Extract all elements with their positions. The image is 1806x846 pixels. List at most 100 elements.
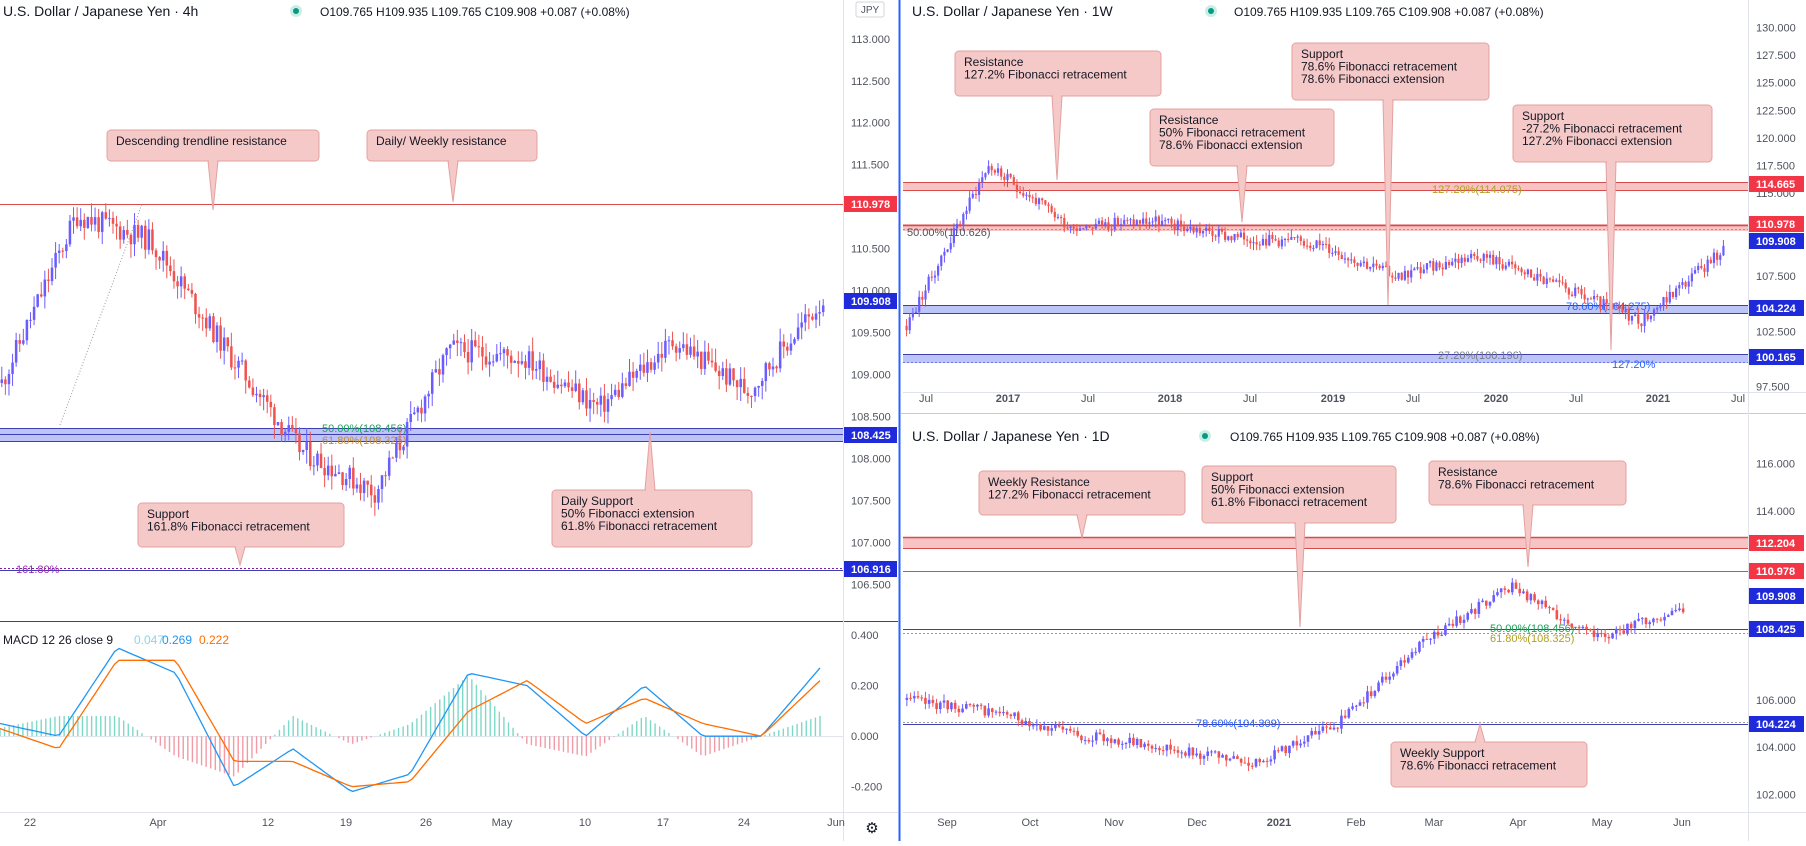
candle (1603, 633, 1607, 637)
fib-label: 161.80% (16, 564, 60, 576)
candle (1211, 231, 1214, 236)
candle (1274, 239, 1277, 241)
candle (1151, 221, 1154, 223)
price-badge-d1[interactable]: 109.908 (1749, 588, 1804, 604)
candle (1703, 268, 1706, 272)
trendline[interactable] (59, 203, 143, 426)
candle (1347, 258, 1350, 261)
candle (1057, 724, 1061, 727)
price-tick-w1: 130.000 (1756, 23, 1796, 35)
price-badge-d1[interactable]: 104.224 (1749, 716, 1804, 732)
annotation-callout-w1[interactable]: Support-27.2% Fibonacci retracement127.2… (1512, 104, 1713, 351)
candle (1109, 738, 1113, 743)
resistance-zone[interactable] (903, 182, 1748, 191)
candle (1460, 257, 1463, 264)
svg-text:104.224: 104.224 (1756, 719, 1797, 731)
currency-badge[interactable]: JPY (855, 1, 885, 18)
candle (1544, 600, 1548, 608)
candle (330, 465, 334, 477)
time-tick-d1: 2021 (1267, 817, 1291, 829)
price-badge-h4[interactable]: 109.908 (844, 293, 897, 309)
candle (179, 276, 183, 287)
candle (1314, 730, 1317, 735)
price-badge-w1[interactable]: 110.978 (1749, 216, 1804, 232)
candle (1239, 758, 1243, 763)
candle (1356, 263, 1359, 266)
price-badge-d1[interactable]: 110.978 (1749, 563, 1804, 579)
resistance-zone[interactable] (903, 537, 1748, 549)
candle (1350, 259, 1353, 261)
candle (1523, 272, 1526, 275)
candle (1334, 251, 1337, 253)
price-badge-w1[interactable]: 114.665 (1749, 176, 1804, 192)
candle (968, 704, 972, 706)
candle (1107, 222, 1110, 230)
candle (1457, 258, 1460, 264)
candle (413, 412, 416, 414)
candle (1447, 623, 1451, 626)
candle (488, 361, 491, 365)
symbol-title-w1[interactable]: U.S. Dollar / Japanese Yen · 1W (912, 3, 1114, 19)
candle (1507, 261, 1511, 266)
candle (1517, 268, 1520, 270)
candle (570, 387, 574, 391)
candle (1574, 626, 1577, 628)
symbol-title-d1[interactable]: U.S. Dollar / Japanese Yen · 1D (912, 428, 1110, 444)
candle (477, 346, 481, 348)
settings-gear-icon[interactable]: ⚙ (865, 820, 878, 837)
candle (1024, 720, 1028, 725)
candle (312, 465, 316, 467)
symbol-title-h4[interactable]: U.S. Dollar / Japanese Yen · 4h (3, 3, 198, 19)
candle (1337, 251, 1340, 255)
candle (1268, 234, 1271, 246)
candle (104, 212, 108, 219)
candle (1321, 243, 1324, 246)
candle (158, 257, 161, 261)
candle (911, 312, 914, 318)
annotation-text: Daily/ Weekly resistance (376, 134, 507, 148)
candle (1249, 240, 1252, 244)
annotation-callout-h4[interactable]: Daily/ Weekly resistance (366, 129, 538, 203)
annotation-callout-h4[interactable]: Descending trendline resistance (106, 129, 320, 211)
candle (1343, 258, 1347, 260)
candle (474, 340, 477, 347)
candle (1317, 730, 1321, 735)
price-badge-d1[interactable]: 112.204 (1749, 535, 1804, 551)
candle (1607, 636, 1611, 639)
candle (1025, 194, 1028, 196)
price-badge-w1[interactable]: 104.224 (1749, 300, 1804, 316)
candle (1258, 244, 1261, 246)
price-badge-w1[interactable]: 109.908 (1749, 233, 1804, 249)
price-badge-d1[interactable]: 108.425 (1749, 621, 1804, 637)
candle (646, 362, 649, 373)
price-badge-h4[interactable]: 108.425 (844, 427, 897, 443)
candle (1202, 755, 1206, 759)
ohlc-readout-w1: O109.765 H109.935 L109.765 C109.908 +0.0… (1234, 5, 1544, 19)
candle (728, 368, 732, 385)
price-badge-w1[interactable]: 100.165 (1749, 349, 1804, 365)
macd-title[interactable]: MACD 12 26 close 9 (3, 633, 113, 647)
candle (1548, 607, 1551, 609)
price-badge-h4[interactable]: 110.978 (844, 196, 897, 212)
support-zone[interactable] (903, 305, 1748, 314)
macd-histogram-value: 0.047 (134, 633, 164, 647)
candle (974, 194, 978, 196)
time-tick-d1: May (1592, 817, 1613, 829)
candle (1186, 228, 1189, 232)
price-badge-h4[interactable]: 106.916 (844, 561, 897, 577)
candle (1637, 314, 1640, 324)
candle (534, 369, 538, 371)
candle (1414, 651, 1418, 653)
candle (1247, 762, 1250, 766)
candle (524, 361, 527, 368)
